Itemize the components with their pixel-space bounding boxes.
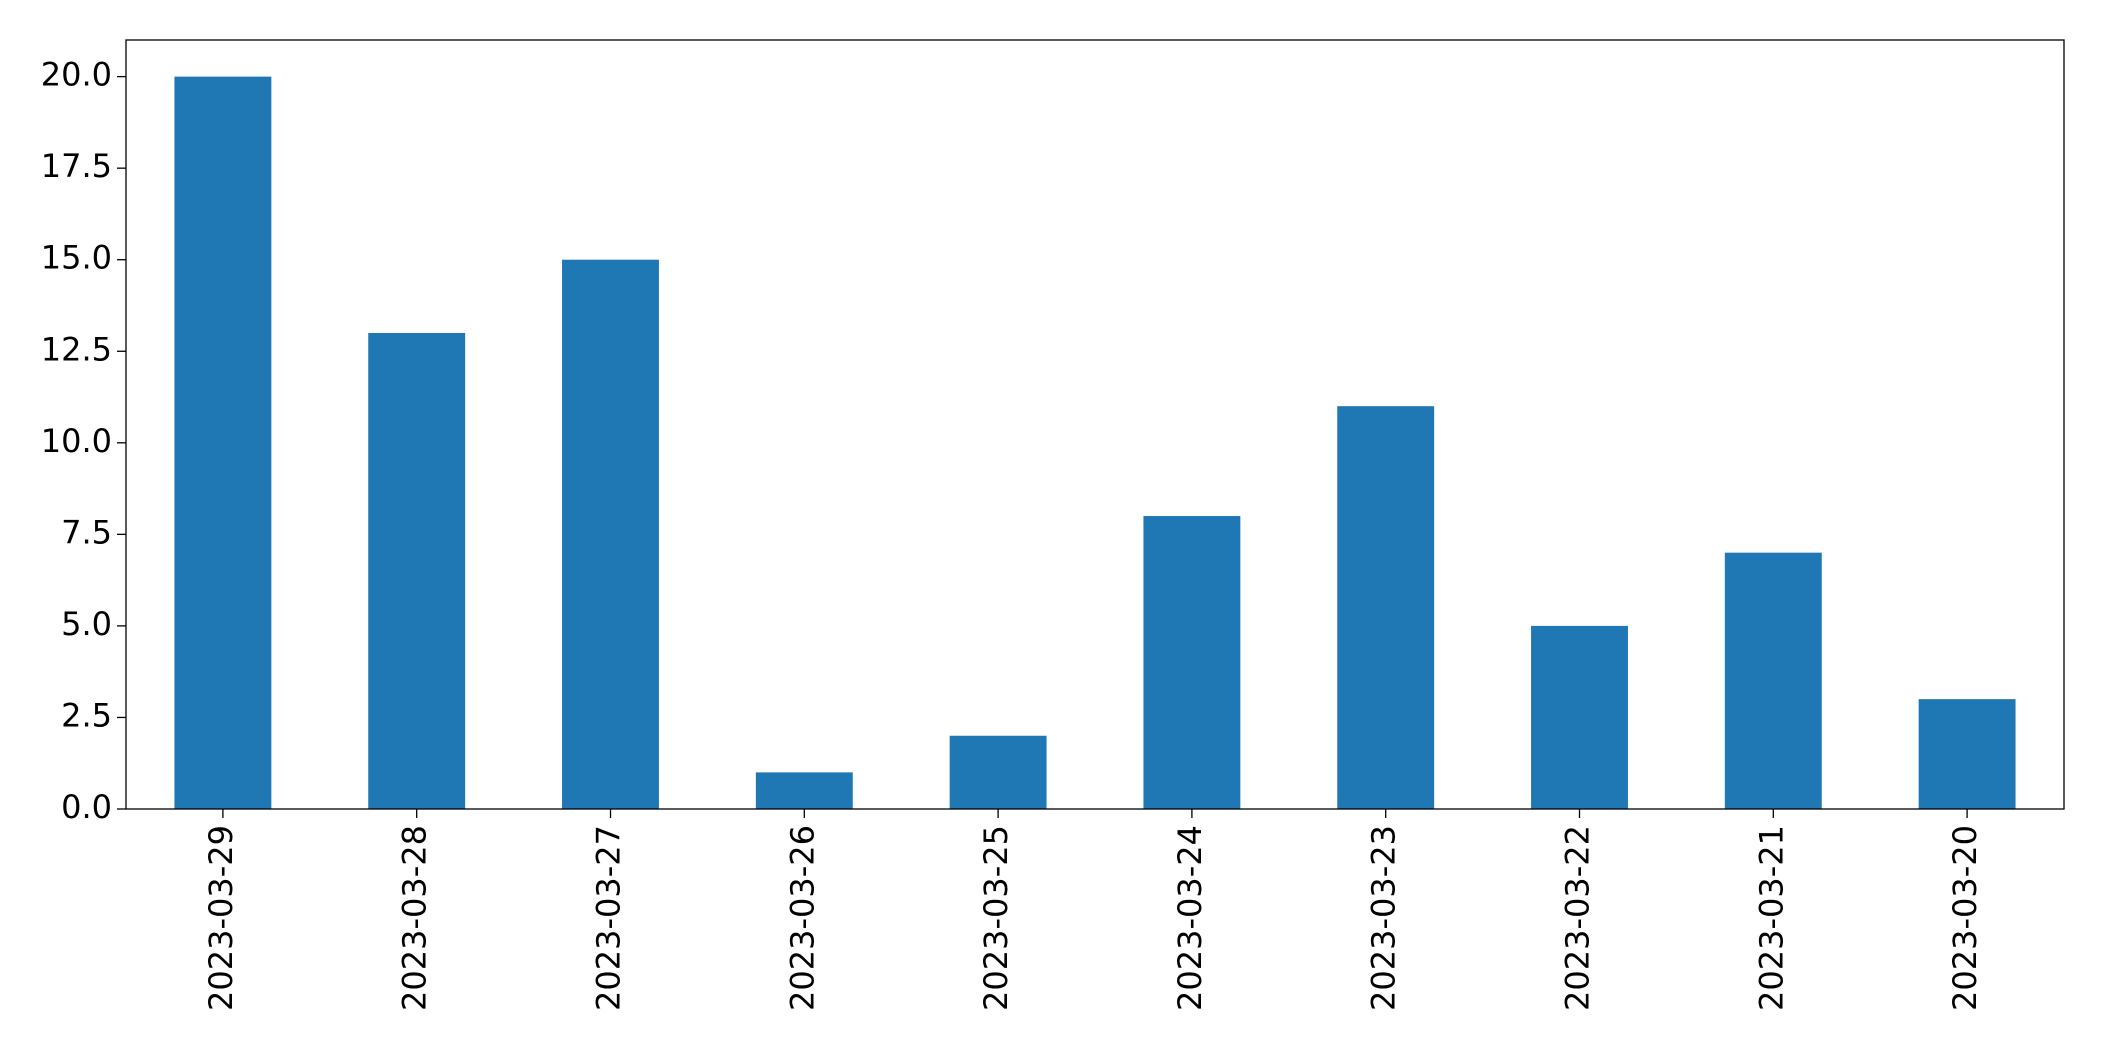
bar — [1337, 406, 1435, 809]
bar — [174, 76, 272, 810]
bar — [949, 735, 1047, 809]
y-tick-label: 5.0 — [61, 605, 112, 643]
bar — [1918, 699, 2016, 809]
x-tick-label: 2023-03-20 — [1946, 825, 1984, 1011]
x-tick-label: 2023-03-24 — [1171, 825, 1209, 1011]
x-tick-label: 2023-03-23 — [1365, 825, 1403, 1011]
y-tick-label: 7.5 — [61, 513, 112, 551]
y-tick-label: 17.5 — [41, 147, 112, 185]
x-tick-label: 2023-03-27 — [590, 825, 628, 1011]
bar — [1724, 552, 1822, 809]
y-tick-label: 10.0 — [41, 422, 112, 460]
x-tick-label: 2023-03-26 — [783, 825, 821, 1011]
x-tick-label: 2023-03-22 — [1559, 825, 1597, 1011]
x-tick-label: 2023-03-28 — [396, 825, 434, 1011]
bar — [755, 772, 853, 809]
bar — [1531, 625, 1628, 809]
x-tick-label: 2023-03-25 — [977, 825, 1015, 1011]
y-tick-label: 20.0 — [41, 56, 112, 94]
x-tick-label: 2023-03-29 — [202, 825, 240, 1011]
bar — [1143, 516, 1241, 809]
y-tick-label: 12.5 — [41, 330, 112, 368]
bar — [368, 332, 466, 809]
bar — [562, 259, 659, 809]
y-tick-label: 0.0 — [61, 788, 112, 826]
y-tick-label: 15.0 — [41, 239, 112, 277]
y-tick-label: 2.5 — [61, 696, 112, 734]
x-tick-label: 2023-03-21 — [1752, 825, 1790, 1011]
plot-frame — [125, 39, 2065, 810]
